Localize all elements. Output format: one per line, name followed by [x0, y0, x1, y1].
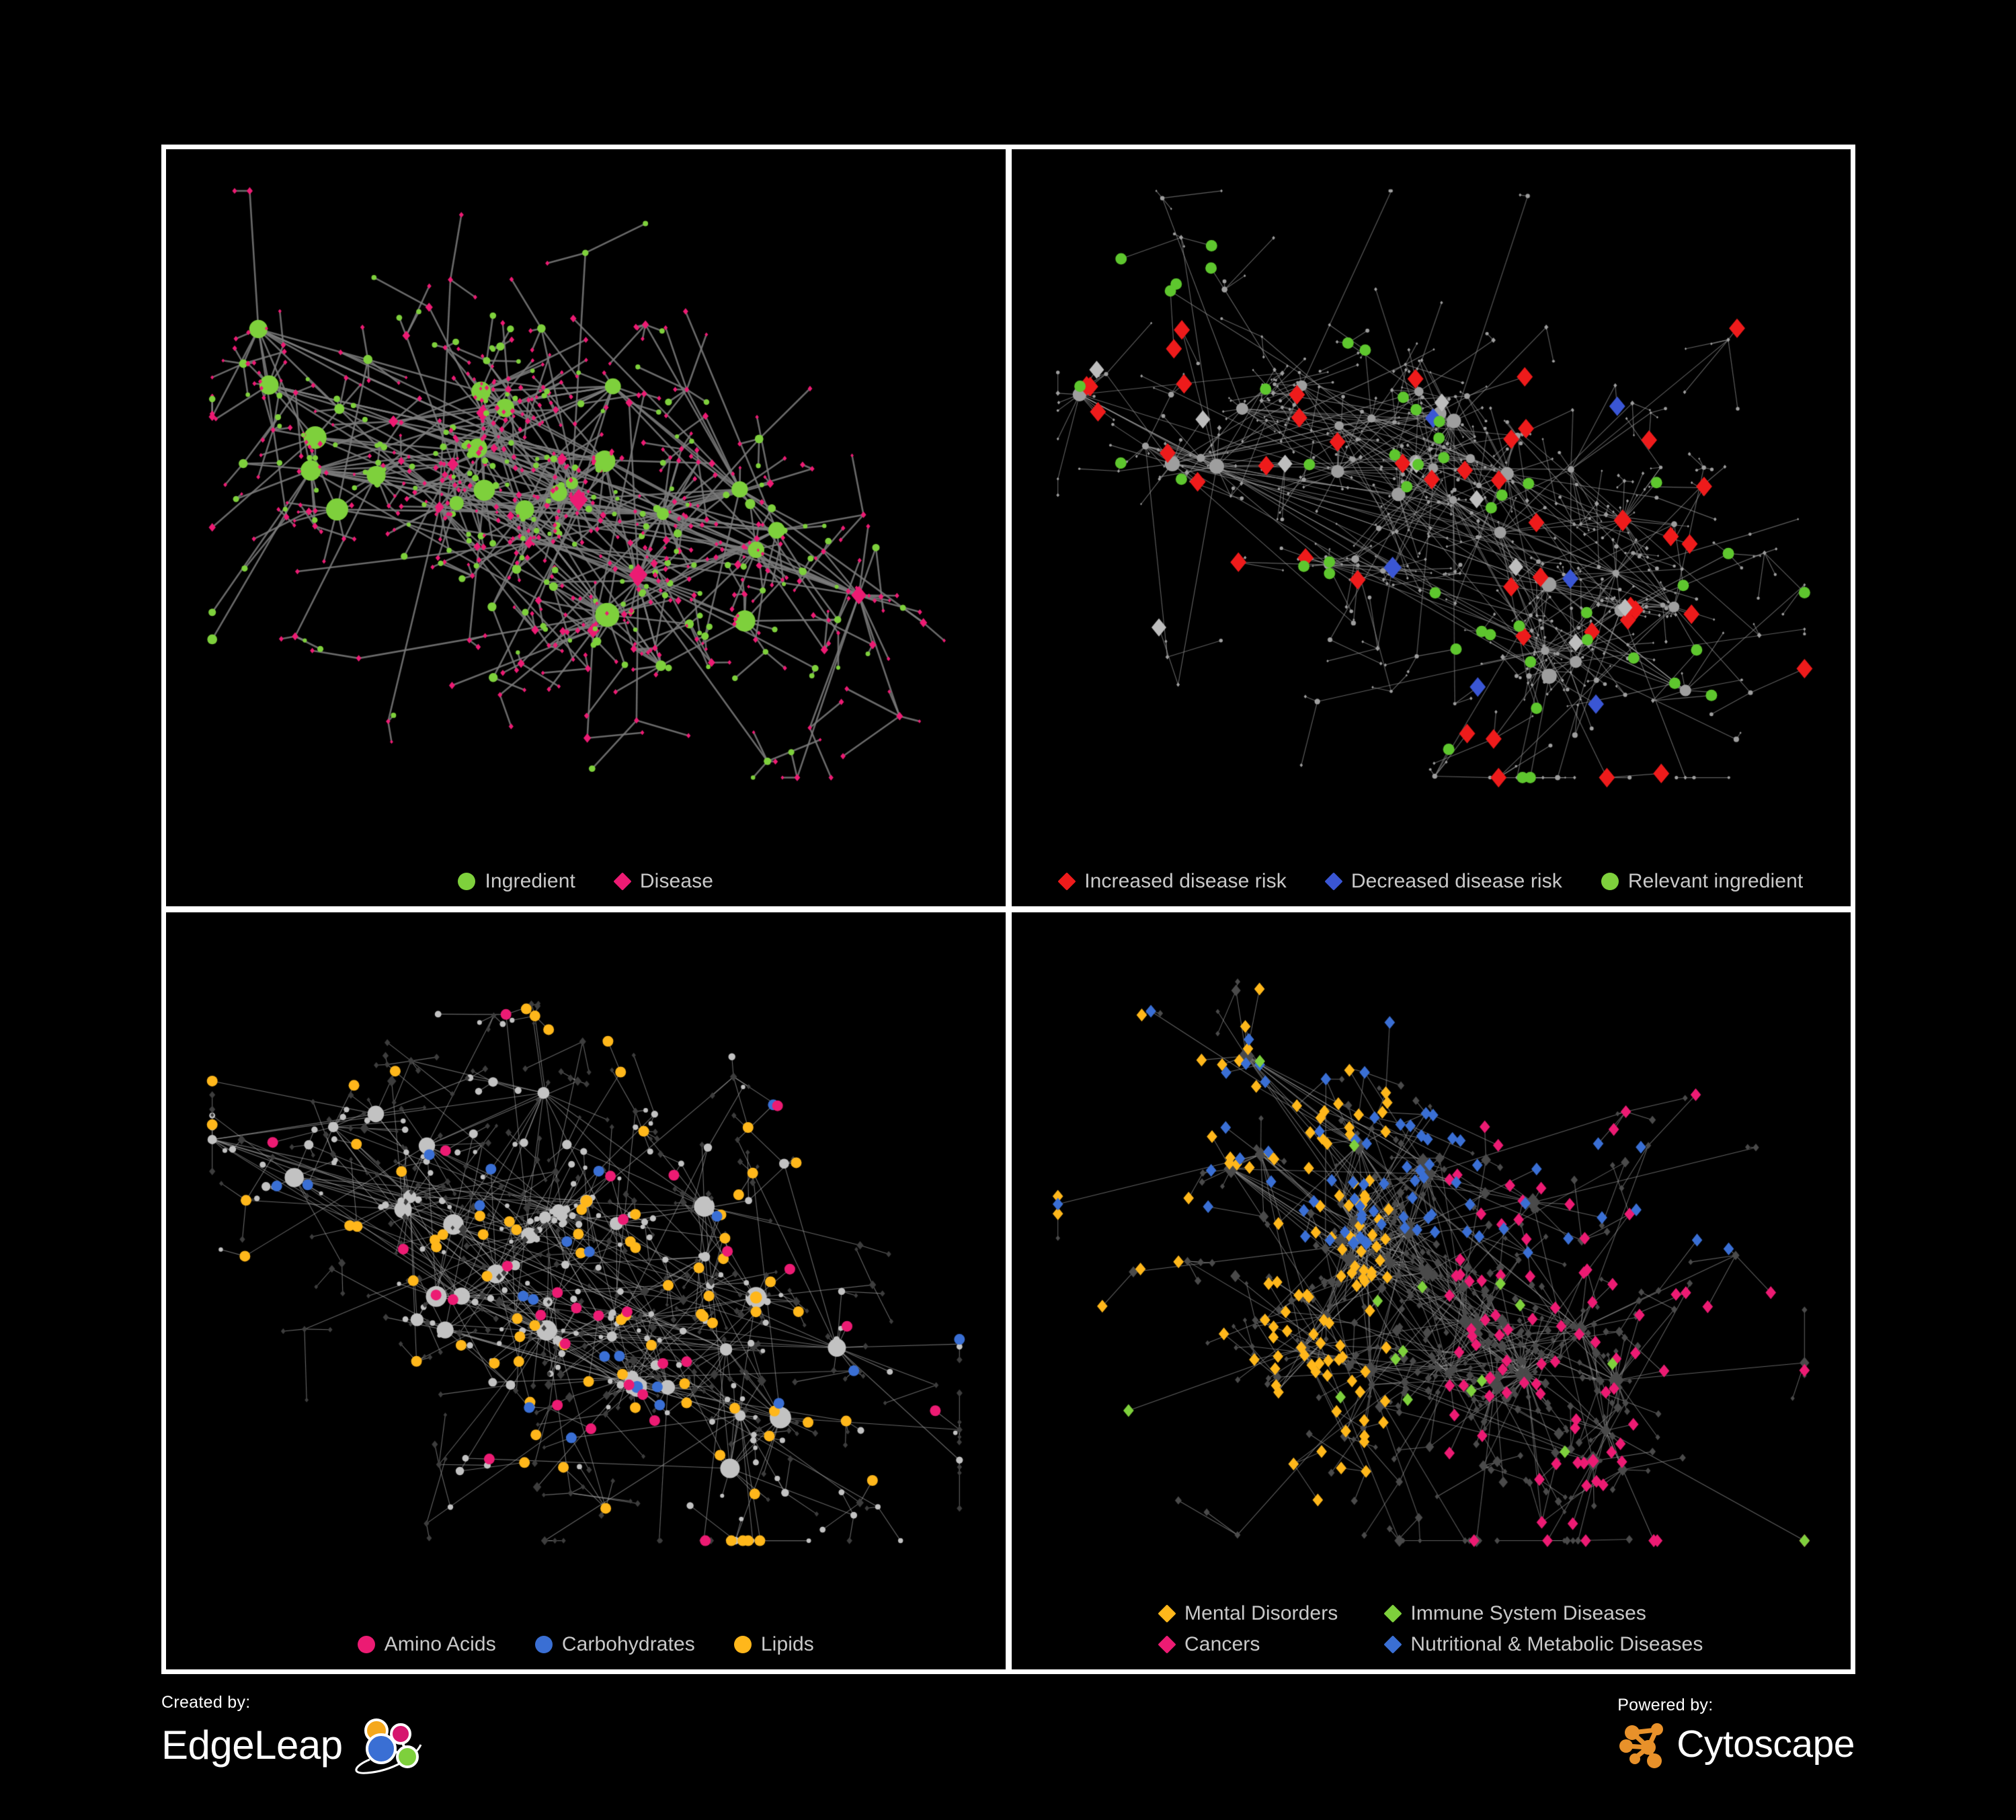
edgeleap-brand[interactable]: Created by: EdgeLeap	[161, 1694, 424, 1774]
edgeleap-logo-icon	[355, 1718, 421, 1774]
network-canvas-ingredient-disease[interactable]	[166, 149, 1006, 906]
cytoscape-logo-icon	[1619, 1723, 1664, 1768]
created-by-caption: Created by:	[161, 1693, 251, 1712]
panel-ingredient-disease[interactable]: Ingredient Disease	[166, 149, 1006, 906]
panel-disease-categories[interactable]: Mental Disorders Immune System Diseases Ca…	[1011, 912, 1851, 1669]
panel-disease-risk[interactable]: Increased disease risk Decreased disease …	[1011, 149, 1851, 906]
network-canvas-disease-risk[interactable]	[1011, 149, 1851, 906]
figure-frame: Ingredient Disease Increased disease risk…	[161, 145, 1855, 1674]
network-canvas-disease-categories[interactable]	[1011, 912, 1851, 1669]
edgeleap-wordmark: EdgeLeap	[161, 1723, 343, 1768]
network-canvas-nutrient-classes[interactable]	[166, 912, 1006, 1669]
footer-branding: Created by: EdgeLeap Powered by:	[161, 1689, 1855, 1803]
powered-by-caption: Powered by:	[1617, 1696, 1713, 1714]
cytoscape-wordmark: Cytoscape	[1677, 1722, 1855, 1766]
panel-nutrient-classes[interactable]: Amino Acids Carbohydrates Lipids	[166, 912, 1006, 1669]
cytoscape-brand[interactable]: Powered by:	[1617, 1697, 1855, 1769]
